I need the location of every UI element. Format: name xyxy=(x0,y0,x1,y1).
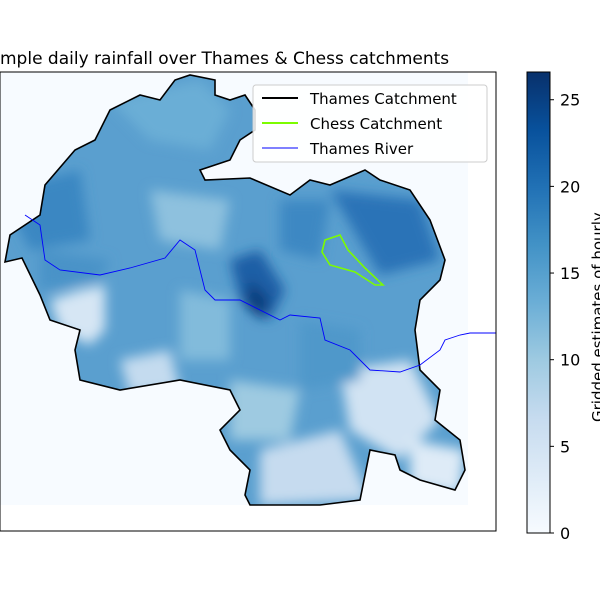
thames-river-line xyxy=(24,214,496,373)
legend-label: Thames River xyxy=(309,140,414,158)
colorbar-tick-label: 0 xyxy=(560,524,570,543)
map-axes: Thames Catchment Chess Catchment Thames … xyxy=(0,71,497,532)
legend-label: Thames Catchment xyxy=(309,90,457,108)
colorbar-tick-label: 20 xyxy=(560,177,580,196)
colorbar-tick-label: 25 xyxy=(560,91,580,110)
colorbar-gradient xyxy=(526,71,551,534)
legend-label: Chess Catchment xyxy=(310,115,442,133)
colorbar-tick-label: 15 xyxy=(560,264,580,283)
colorbar: 0 5 10 15 20 25 Gridded estimates of hourly xyxy=(526,71,600,543)
axes-frame xyxy=(0,71,497,532)
chart-title: mple daily rainfall over Thames & Chess … xyxy=(0,49,449,69)
legend: Thames Catchment Chess Catchment Thames … xyxy=(252,84,488,163)
chess-catchment-outline xyxy=(321,234,386,286)
colorbar-label: Gridded estimates of hourly xyxy=(589,212,600,422)
colorbar-tick-label: 5 xyxy=(560,437,570,456)
colorbar-tick-label: 10 xyxy=(560,351,580,370)
